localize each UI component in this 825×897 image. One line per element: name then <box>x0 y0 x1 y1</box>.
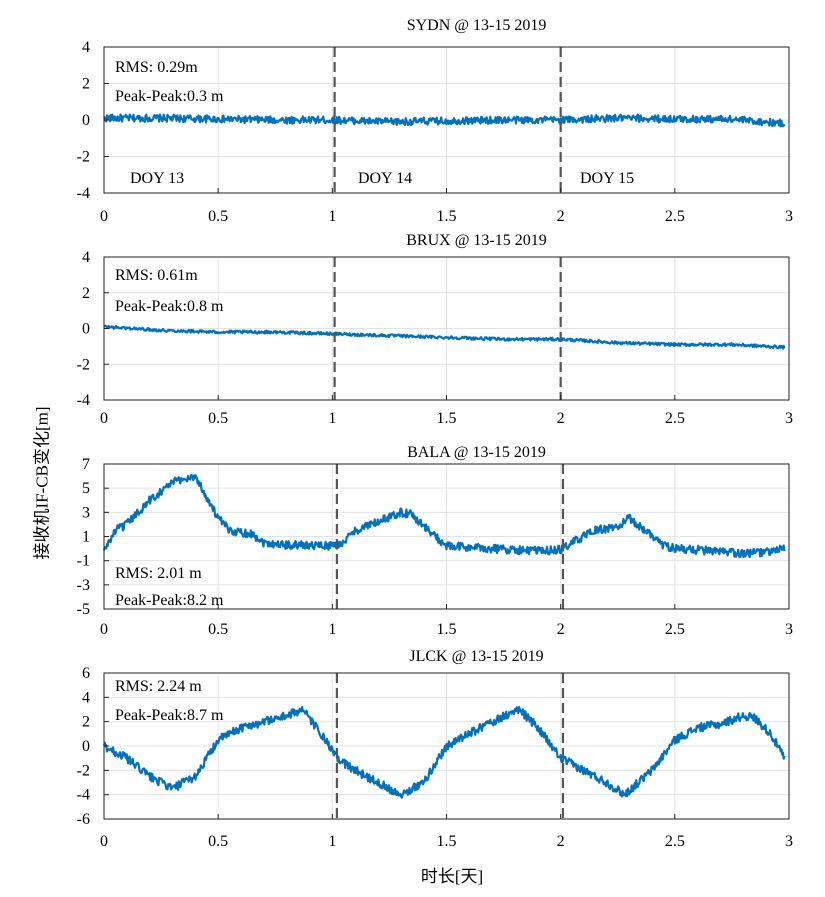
x-tick-label: 0 <box>100 833 108 850</box>
y-tick-label: -2 <box>77 762 90 779</box>
rms-annotation: RMS: 0.61m <box>115 267 198 284</box>
y-tick-label: -4 <box>77 787 90 804</box>
subplot-title: BALA @ 13-15 2019 <box>407 444 546 461</box>
data-series-line <box>103 324 786 350</box>
x-tick-label: 3 <box>785 410 793 427</box>
y-tick-label: -1 <box>77 553 90 570</box>
x-tick-label: 0 <box>100 621 108 638</box>
subplot-4: 0 0.5 1 1.5 2 2.5 3 6 4 2 0 -2 -4 -6 JLCK @ 13-15 2019… <box>77 648 793 850</box>
x-tick-label: 2 <box>557 208 565 225</box>
x-tick-label: 1 <box>328 208 336 225</box>
x-tick-label: 0.5 <box>208 621 228 638</box>
subplot-title: JLCK @ 13-15 2019 <box>409 648 543 665</box>
x-tick-label: 1.5 <box>437 833 457 850</box>
subplot-3: 0 0.5 1 1.5 2 2.5 3 7 5 3 1 -1 -3 -5 BALA @ 13-15 2019… <box>77 444 793 638</box>
x-tick-label: 1 <box>328 621 336 638</box>
x-tick-label: 0.5 <box>208 410 228 427</box>
data-series-line <box>103 113 786 128</box>
y-tick-label: 3 <box>82 504 90 521</box>
data-series-line <box>102 705 786 799</box>
y-tick-label: -4 <box>77 392 90 409</box>
x-tick-label: 2 <box>557 833 565 850</box>
y-tick-label: 7 <box>82 456 90 473</box>
rms-annotation: RMS: 2.24 m <box>115 678 202 695</box>
x-tick-label: 2.5 <box>665 621 685 638</box>
rms-annotation: RMS: 0.29m <box>115 59 198 76</box>
subplot-2: 0 0.5 1 1.5 2 2.5 3 4 2 0 -2 -4 BRUX @ 13-15 2019 RMS… <box>77 232 793 427</box>
rms-annotation: RMS: 2.01 m <box>115 565 202 582</box>
doy-label: DOY 15 <box>580 170 634 187</box>
data-series-line <box>102 474 786 559</box>
doy-label: DOY 13 <box>130 170 184 187</box>
x-tick-label: 2.5 <box>665 833 685 850</box>
x-tick-label: 0.5 <box>208 208 228 225</box>
y-tick-label: 0 <box>82 738 90 755</box>
subplot-1: 0 0.5 1 1.5 2 2.5 3 4 2 0 -2 -4 SYDN @ 13-15 2019 RMS… <box>77 17 793 225</box>
y-tick-label: 4 <box>82 249 90 266</box>
peak-peak-annotation: Peak-Peak:8.2 m <box>115 592 224 609</box>
x-tick-label: 1.5 <box>437 410 457 427</box>
x-tick-label: 2 <box>557 621 565 638</box>
y-tick-label: 0 <box>82 112 90 129</box>
y-tick-label: -3 <box>77 577 90 594</box>
peak-peak-annotation: Peak-Peak:0.8 m <box>115 298 224 315</box>
x-tick-label: 3 <box>785 621 793 638</box>
y-axis-label: 接收机IF-CB变化[m] <box>32 406 52 560</box>
y-tick-label: 6 <box>82 665 90 682</box>
x-tick-label: 1.5 <box>437 621 457 638</box>
peak-peak-annotation: Peak-Peak:8.7 m <box>115 707 224 724</box>
x-tick-label: 0 <box>100 208 108 225</box>
x-tick-label: 0 <box>100 410 108 427</box>
x-axis-label: 时长[天] <box>420 867 484 886</box>
y-tick-label: 2 <box>82 285 90 302</box>
y-tick-label: -4 <box>77 185 90 202</box>
subplot-title: BRUX @ 13-15 2019 <box>406 232 547 249</box>
y-tick-label: 4 <box>82 689 90 706</box>
x-tick-label: 1 <box>328 410 336 427</box>
y-tick-label: -2 <box>77 149 90 166</box>
y-tick-label: 0 <box>82 321 90 338</box>
peak-peak-annotation: Peak-Peak:0.3 m <box>115 88 224 105</box>
x-tick-label: 2.5 <box>665 208 685 225</box>
x-tick-label: 2 <box>557 410 565 427</box>
y-tick-label: 1 <box>82 529 90 546</box>
y-tick-label: -2 <box>77 356 90 373</box>
x-tick-label: 3 <box>785 208 793 225</box>
doy-label: DOY 14 <box>358 170 412 187</box>
x-tick-label: 2.5 <box>665 410 685 427</box>
y-tick-label: -5 <box>77 601 90 618</box>
y-tick-label: 2 <box>82 76 90 93</box>
y-tick-label: 2 <box>82 714 90 731</box>
subplot-title: SYDN @ 13-15 2019 <box>407 17 547 34</box>
x-tick-label: 1.5 <box>437 208 457 225</box>
y-tick-label: 4 <box>82 39 90 56</box>
x-tick-label: 0.5 <box>208 833 228 850</box>
y-tick-label: 5 <box>82 480 90 497</box>
y-tick-label: -6 <box>77 811 90 828</box>
x-tick-label: 3 <box>785 833 793 850</box>
x-tick-label: 1 <box>328 833 336 850</box>
